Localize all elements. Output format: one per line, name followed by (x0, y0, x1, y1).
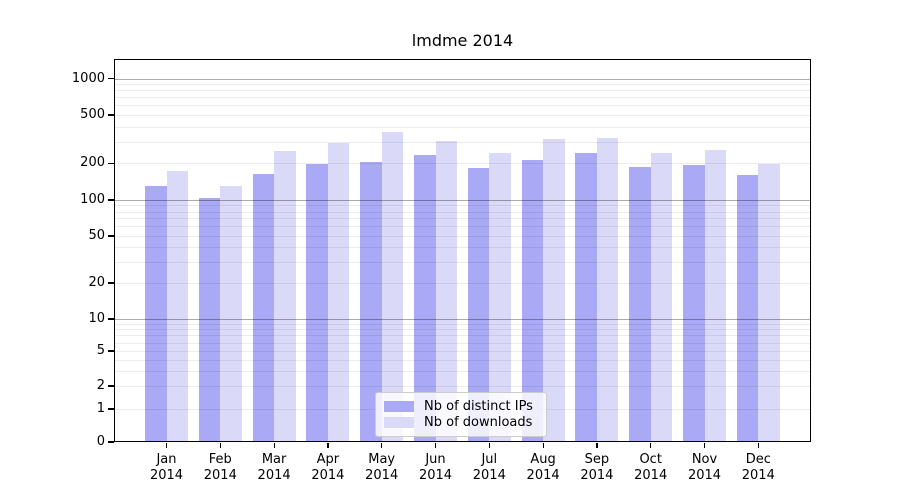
x-tick-mark (327, 443, 329, 448)
legend-label-distinct_ips: Nb of distinct IPs (424, 399, 533, 414)
bar-distinct-ips-jun (414, 154, 436, 442)
bar-distinct-ips-aug (521, 159, 544, 442)
y-tick-label-100: 100 (80, 192, 105, 207)
y-tick-label-5: 5 (96, 343, 105, 358)
bar-distinct-ips-mar (252, 173, 275, 442)
y-tick-mark (108, 385, 114, 387)
y-tick-mark (108, 408, 114, 410)
y-tick-mark (108, 235, 114, 237)
chart-title: lmdme 2014 (411, 31, 514, 50)
bar-distinct-ips-jan (145, 185, 167, 442)
y-tick-label-20: 20 (88, 275, 105, 291)
x-tick-mark (219, 443, 222, 448)
bar-downloads-dec (758, 164, 780, 442)
y-tick-label-1: 1 (96, 401, 105, 416)
x-tick-label-mar: Mar 2014 (257, 452, 291, 483)
legend-item-downloads: Nb of downloads (384, 415, 538, 430)
legend-item-distinct_ips: Nb of distinct IPs (384, 399, 538, 414)
y-tick-mark (108, 199, 114, 201)
bar-distinct-ips-may (360, 161, 382, 442)
y-tick-label-2: 2 (96, 378, 105, 393)
x-tick-label-jun: Jun 2014 (418, 452, 453, 483)
bar-distinct-ips-dec (736, 174, 759, 442)
y-tick-mark (108, 350, 114, 352)
bar-distinct-ips-sep (575, 152, 597, 442)
x-tick-label-jul: Jul 2014 (472, 452, 506, 483)
bar-downloads-oct (650, 152, 673, 442)
x-tick-mark (703, 443, 706, 448)
bar-distinct-ips-jul (467, 168, 490, 442)
bar-downloads-sep (596, 138, 619, 442)
bar-downloads-jul (489, 152, 511, 442)
y-tick-label-10: 10 (88, 310, 105, 326)
x-tick-label-oct: Oct 2014 (634, 452, 668, 483)
legend-swatch-distinct_ips (384, 401, 414, 412)
bar-downloads-jun (435, 141, 457, 442)
y-tick-mark (108, 114, 114, 116)
x-tick-mark (757, 443, 760, 448)
x-tick-label-may: May 2014 (365, 452, 399, 483)
x-tick-mark (381, 443, 383, 448)
gridline-600 (114, 105, 811, 107)
x-tick-label-sep: Sep 2014 (580, 452, 614, 483)
x-tick-mark (165, 443, 168, 448)
y-tick-label-0: 0 (96, 434, 105, 449)
x-tick-label-nov: Nov 2014 (687, 452, 722, 483)
bar-downloads-aug (543, 138, 565, 442)
bar-downloads-nov (704, 149, 726, 442)
gridline-700 (114, 97, 811, 99)
x-tick-label-feb: Feb 2014 (203, 452, 237, 483)
y-tick-label-1000: 1000 (71, 70, 105, 86)
x-tick-label-aug: Aug 2014 (526, 452, 560, 483)
gridline-800 (114, 90, 811, 92)
x-tick-label-dec: Dec 2014 (741, 452, 775, 483)
legend-label-downloads: Nb of downloads (424, 415, 533, 430)
x-tick-mark (542, 443, 544, 448)
gridline-300 (114, 142, 811, 144)
bar-distinct-ips-feb (198, 198, 221, 442)
y-tick-label-50: 50 (88, 227, 105, 243)
bar-downloads-may (381, 132, 404, 442)
legend: Nb of distinct IPs Nb of downloads (375, 392, 547, 437)
x-tick-label-jan: Jan 2014 (149, 452, 184, 483)
plot-area (114, 59, 811, 442)
y-tick-mark (108, 441, 114, 443)
x-tick-mark (273, 443, 275, 448)
y-tick-label-200: 200 (80, 155, 105, 171)
bar-distinct-ips-oct (629, 166, 651, 442)
bar-downloads-jan (166, 170, 188, 442)
bar-downloads-feb (220, 186, 242, 442)
gridline-500 (114, 115, 811, 117)
x-tick-mark (650, 443, 652, 448)
gridline-900 (114, 84, 811, 86)
gridline-400 (114, 126, 811, 128)
bar-downloads-mar (274, 150, 296, 442)
bar-downloads-apr (327, 143, 350, 442)
legend-swatch-downloads (384, 417, 414, 428)
x-tick-mark (596, 443, 598, 448)
y-tick-mark (108, 77, 114, 80)
x-tick-mark (434, 443, 437, 448)
y-tick-mark (108, 162, 114, 165)
x-tick-mark (488, 443, 491, 448)
y-tick-mark (108, 282, 114, 284)
y-tick-mark (108, 318, 114, 320)
x-tick-label-apr: Apr 2014 (311, 452, 345, 483)
gridline-1000 (114, 78, 811, 80)
bar-distinct-ips-apr (306, 164, 328, 442)
y-tick-label-500: 500 (80, 107, 105, 123)
bar-distinct-ips-nov (683, 164, 705, 442)
